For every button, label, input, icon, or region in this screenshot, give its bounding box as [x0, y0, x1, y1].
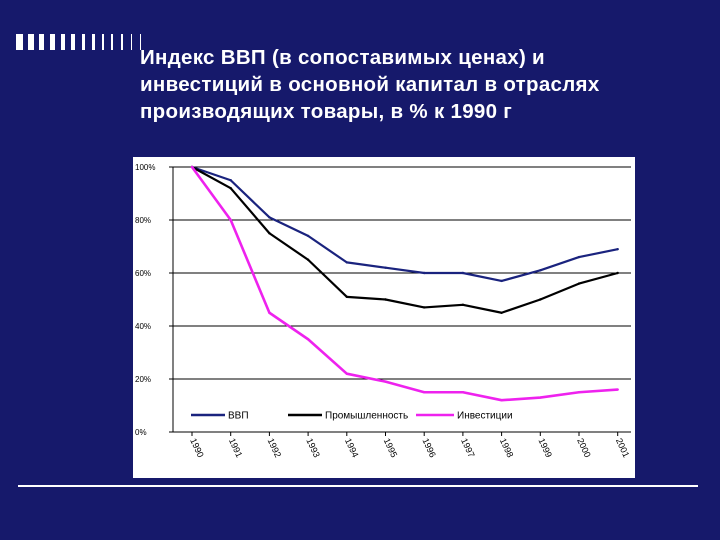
- y-tick-label: 0%: [135, 428, 147, 437]
- y-tick-label: 40%: [135, 322, 151, 331]
- data-point: [500, 279, 503, 283]
- data-point: [461, 271, 465, 275]
- data-point: [616, 271, 619, 275]
- data-point: [229, 218, 232, 222]
- title-line-1: Индекс ВВП (в сопоставимых ценах) и: [140, 46, 545, 69]
- data-point: [500, 399, 503, 402]
- data-point: [423, 391, 426, 394]
- title-line-3: производящих товары, в % к 1990 г: [140, 100, 513, 123]
- decorative-bar: [140, 34, 141, 50]
- decorative-bar: [111, 34, 113, 50]
- decorative-bars: [16, 34, 141, 50]
- x-tick-label: 1992: [266, 437, 284, 459]
- data-point: [461, 391, 465, 394]
- legend-label: Инвестиции: [457, 411, 513, 422]
- data-point: [461, 303, 465, 306]
- x-tick-label: 1998: [498, 437, 516, 459]
- decorative-bar: [39, 34, 44, 50]
- y-tick-label: 60%: [135, 269, 151, 278]
- series-line-3: [190, 166, 618, 402]
- title-line-2: инвестиций в основной капитал в отраслях: [140, 73, 600, 96]
- decorative-bar: [121, 34, 123, 50]
- data-point: [229, 187, 232, 190]
- data-point: [268, 216, 271, 219]
- data-point: [345, 261, 348, 264]
- data-point: [306, 258, 310, 261]
- decorative-bar: [102, 34, 104, 50]
- decorative-bar: [61, 34, 65, 50]
- data-point: [577, 255, 581, 259]
- data-point: [229, 179, 232, 182]
- data-point: [616, 388, 619, 391]
- series-line-1: [191, 165, 618, 283]
- data-point: [384, 380, 387, 383]
- data-point: [500, 311, 503, 314]
- decorative-bar: [131, 34, 132, 50]
- x-tick-label: 2001: [614, 437, 632, 459]
- decorative-bar: [92, 34, 95, 50]
- x-tick-label: 2000: [575, 437, 593, 459]
- x-tick-label: 1999: [536, 437, 554, 459]
- data-point: [190, 165, 194, 169]
- data-point: [539, 396, 542, 399]
- legend-label: Промышленность: [325, 411, 408, 422]
- data-point: [577, 282, 581, 285]
- bottom-divider: [18, 485, 698, 487]
- x-tick-label: 1994: [343, 437, 361, 459]
- data-point: [268, 311, 271, 314]
- data-point: [577, 391, 581, 394]
- x-tick-label: 1990: [188, 437, 206, 459]
- data-point: [539, 298, 542, 301]
- data-point: [539, 269, 542, 272]
- x-tick-label: 1996: [420, 437, 438, 459]
- data-point: [268, 232, 271, 235]
- x-tick-label: 1995: [382, 437, 400, 459]
- y-tick-label: 80%: [135, 216, 151, 225]
- data-point: [384, 266, 387, 269]
- data-point: [616, 247, 619, 251]
- data-point: [345, 372, 348, 375]
- data-point: [306, 338, 310, 341]
- data-point: [306, 234, 310, 238]
- x-tick-label: 1997: [459, 437, 477, 459]
- legend-label: ВВП: [228, 411, 249, 422]
- x-tick-label: 1991: [227, 437, 245, 459]
- data-point: [423, 306, 426, 309]
- decorative-bar: [50, 34, 55, 50]
- slide-title: Индекс ВВП (в сопоставимых ценах) и инве…: [140, 44, 700, 125]
- x-tick-label: 1993: [304, 437, 322, 459]
- decorative-bar: [16, 34, 23, 50]
- data-point: [423, 271, 426, 275]
- y-tick-label: 100%: [135, 163, 155, 172]
- line-chart: 0% 20% 40% 60% 80% 100% 1990 1991 1992 1993 1994 19…: [135, 163, 632, 459]
- series-line-2: [191, 166, 618, 314]
- chart-panel: 0% 20% 40% 60% 80% 100% 1990 1991 1992 1993 1994 19…: [133, 157, 635, 478]
- y-tick-label: 20%: [135, 375, 151, 384]
- data-point: [345, 295, 348, 299]
- data-point: [384, 298, 387, 301]
- decorative-bar: [71, 34, 75, 50]
- decorative-bar: [82, 34, 85, 50]
- decorative-bar: [28, 34, 34, 50]
